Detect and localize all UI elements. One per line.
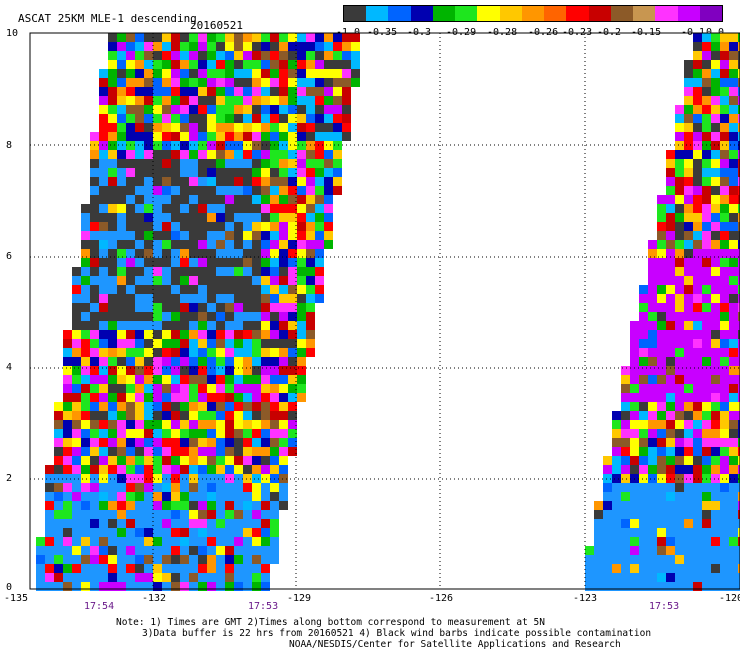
colorbar-segment — [432, 6, 456, 21]
colorbar-segment — [366, 6, 389, 21]
colorbar-segment — [677, 6, 700, 21]
y-tick-4: 4 — [6, 362, 13, 373]
colorbar-segment — [455, 6, 478, 21]
colorbar — [343, 5, 723, 22]
footnote-line-1: Note: 1) Times are GMT 2)Times along bot… — [116, 617, 545, 628]
colorbar-segment — [344, 6, 367, 21]
gridlines — [30, 33, 740, 589]
x-tick-m135: -135 — [4, 593, 29, 604]
map-title: ASCAT 25KM MLE-1 descending — [18, 12, 197, 25]
colorbar-segment — [388, 6, 411, 21]
y-tick-2: 2 — [6, 473, 13, 484]
colorbar-segment — [477, 6, 500, 21]
colorbar-segment — [410, 6, 433, 21]
x-tick-m120: -120 — [719, 593, 740, 604]
time-label: 17:54 — [84, 601, 115, 612]
y-tick-0: 0 — [6, 582, 13, 593]
colorbar-segment — [499, 6, 522, 21]
y-tick-8: 8 — [6, 140, 13, 151]
x-tick-m129: -129 — [287, 593, 312, 604]
colorbar-segment — [588, 6, 611, 21]
x-tick-m123: -123 — [573, 593, 598, 604]
colorbar-segment — [655, 6, 678, 21]
x-tick-m132: -132 — [142, 593, 167, 604]
time-label: 17:53 — [248, 601, 279, 612]
colorbar-segment — [544, 6, 567, 21]
map-date: 20160521 — [190, 19, 243, 32]
colorbar-segment — [521, 6, 545, 21]
colorbar-segment — [610, 6, 634, 21]
colorbar-segment — [633, 6, 656, 21]
colorbar-segment — [566, 6, 589, 21]
x-tick-m126: -126 — [429, 593, 454, 604]
y-tick-6: 6 — [6, 251, 13, 262]
map-frame — [29, 32, 740, 590]
colorbar-segment — [699, 6, 722, 21]
time-label: 17:53 — [649, 601, 680, 612]
footnote-line-3: NOAA/NESDIS/Center for Satellite Applica… — [289, 639, 621, 650]
footnote-line-2: 3)Data buffer is 22 hrs from 20160521 4)… — [142, 628, 652, 639]
y-tick-10: 10 — [6, 28, 19, 39]
swath-layer — [36, 33, 740, 591]
